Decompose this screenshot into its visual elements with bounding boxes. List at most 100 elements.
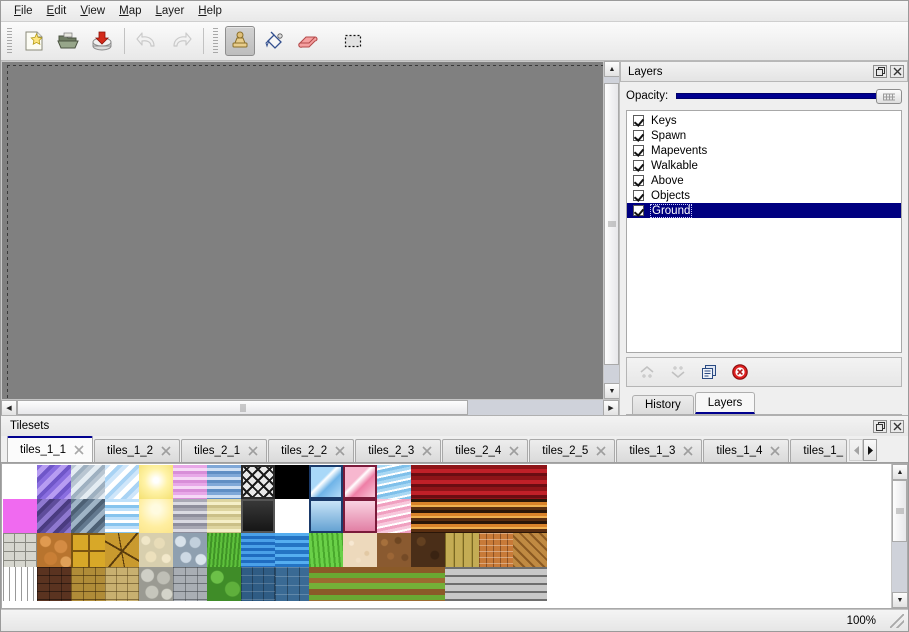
tile-3-12[interactable]: [411, 567, 445, 601]
tile-3-4[interactable]: [139, 567, 173, 601]
tileset-tab-close-icon[interactable]: [421, 446, 432, 457]
tile-0-9[interactable]: [309, 465, 343, 499]
tile-2-19[interactable]: [649, 533, 683, 567]
tile-1-4[interactable]: [139, 499, 173, 533]
menu-view[interactable]: View: [80, 5, 106, 17]
tile-0-14[interactable]: [479, 465, 513, 499]
tile-3-8[interactable]: [275, 567, 309, 601]
map-scroll-right-button[interactable]: ▶: [603, 400, 619, 416]
tile-3-7[interactable]: [241, 567, 275, 601]
move-layer-down-button[interactable]: [666, 361, 690, 383]
tile-3-25[interactable]: [853, 567, 887, 601]
tile-2-2[interactable]: [71, 533, 105, 567]
tile-0-10[interactable]: [343, 465, 377, 499]
tile-1-21[interactable]: [717, 499, 751, 533]
tile-0-24[interactable]: [819, 465, 853, 499]
tile-0-5[interactable]: [173, 465, 207, 499]
fill-tool-button[interactable]: [259, 26, 289, 56]
tile-1-13[interactable]: [445, 499, 479, 533]
tile-2-4[interactable]: [139, 533, 173, 567]
tile-3-18[interactable]: [615, 567, 649, 601]
tileset-tab-tiles_1_2[interactable]: tiles_1_2: [94, 439, 181, 462]
map-vscroll-thumb[interactable]: [604, 83, 619, 365]
tile-3-17[interactable]: [581, 567, 615, 601]
tile-0-12[interactable]: [411, 465, 445, 499]
layer-row-objects[interactable]: Objects: [627, 188, 901, 203]
tileset-scroll-down-button[interactable]: ▼: [892, 592, 908, 608]
tile-3-20[interactable]: [683, 567, 717, 601]
layer-row-above[interactable]: Above: [627, 173, 901, 188]
tile-1-15[interactable]: [513, 499, 547, 533]
tile-0-3[interactable]: [105, 465, 139, 499]
float-icon[interactable]: [873, 65, 887, 78]
tile-1-11[interactable]: [377, 499, 411, 533]
tile-3-14[interactable]: [479, 567, 513, 601]
tile-3-23[interactable]: [785, 567, 819, 601]
tileset-scroll-up-button[interactable]: ▲: [892, 464, 908, 480]
tile-0-21[interactable]: [717, 465, 751, 499]
move-layer-up-button[interactable]: [635, 361, 659, 383]
tile-1-10[interactable]: [343, 499, 377, 533]
tile-2-11[interactable]: [377, 533, 411, 567]
tile-1-3[interactable]: [105, 499, 139, 533]
tile-3-24[interactable]: [819, 567, 853, 601]
tileset-tab-next-button[interactable]: [863, 439, 878, 461]
tile-2-18[interactable]: [615, 533, 649, 567]
map-scroll-down-button[interactable]: ▼: [604, 383, 620, 399]
tile-1-17[interactable]: [581, 499, 615, 533]
tile-1-2[interactable]: [71, 499, 105, 533]
tile-1-5[interactable]: [173, 499, 207, 533]
tile-0-13[interactable]: [445, 465, 479, 499]
tileset-palette-grid[interactable]: [2, 464, 891, 601]
map-hscroll-track[interactable]: [17, 400, 603, 415]
tile-0-20[interactable]: [683, 465, 717, 499]
tile-3-19[interactable]: [649, 567, 683, 601]
tile-3-11[interactable]: [377, 567, 411, 601]
tileset-tab-close-icon[interactable]: [73, 445, 84, 456]
tile-3-6[interactable]: [207, 567, 241, 601]
resize-grip-icon[interactable]: [890, 613, 904, 628]
tile-0-7[interactable]: [241, 465, 275, 499]
tile-1-9[interactable]: [309, 499, 343, 533]
tileset-tab-tiles_1_1[interactable]: tiles_1_1: [7, 436, 94, 462]
tileset-tab-close-icon[interactable]: [595, 446, 606, 457]
layer-row-keys[interactable]: Keys: [627, 113, 901, 128]
tileset-tab-tiles_2_5[interactable]: tiles_2_5: [529, 439, 616, 462]
tile-0-23[interactable]: [785, 465, 819, 499]
map-vscroll-track[interactable]: [604, 77, 619, 383]
tile-2-21[interactable]: [717, 533, 751, 567]
layer-visibility-checkbox[interactable]: [633, 205, 644, 216]
toolbar-grip-file[interactable]: [5, 28, 14, 54]
tile-2-15[interactable]: [513, 533, 547, 567]
rectangle-select-tool-button[interactable]: [338, 26, 368, 56]
map-vertical-scrollbar[interactable]: ▲ ▼: [603, 61, 620, 399]
layer-row-spawn[interactable]: Spawn: [627, 128, 901, 143]
tile-1-18[interactable]: [615, 499, 649, 533]
redo-button[interactable]: [166, 26, 196, 56]
tile-3-10[interactable]: [343, 567, 377, 601]
tileset-vertical-scrollbar[interactable]: ▲ ▼: [891, 464, 908, 608]
menu-file[interactable]: File: [14, 5, 33, 17]
tile-2-6[interactable]: [207, 533, 241, 567]
tile-2-16[interactable]: [547, 533, 581, 567]
tile-1-7[interactable]: [241, 499, 275, 533]
tile-1-6[interactable]: [207, 499, 241, 533]
tileset-tab-prev-button[interactable]: [849, 439, 864, 461]
tile-2-20[interactable]: [683, 533, 717, 567]
tile-2-1[interactable]: [37, 533, 71, 567]
eraser-tool-button[interactable]: [293, 26, 323, 56]
tile-3-22[interactable]: [751, 567, 785, 601]
tileset-tab-close-icon[interactable]: [769, 446, 780, 457]
tile-3-1[interactable]: [37, 567, 71, 601]
tile-2-24[interactable]: [819, 533, 853, 567]
layer-visibility-checkbox[interactable]: [633, 160, 644, 171]
tileset-tab-tiles_1_4[interactable]: tiles_1_4: [703, 439, 790, 462]
tile-0-6[interactable]: [207, 465, 241, 499]
tile-1-22[interactable]: [751, 499, 785, 533]
tile-0-11[interactable]: [377, 465, 411, 499]
tile-1-14[interactable]: [479, 499, 513, 533]
tile-2-8[interactable]: [275, 533, 309, 567]
tile-3-13[interactable]: [445, 567, 479, 601]
layer-row-ground[interactable]: Ground: [627, 203, 901, 218]
tile-3-2[interactable]: [71, 567, 105, 601]
